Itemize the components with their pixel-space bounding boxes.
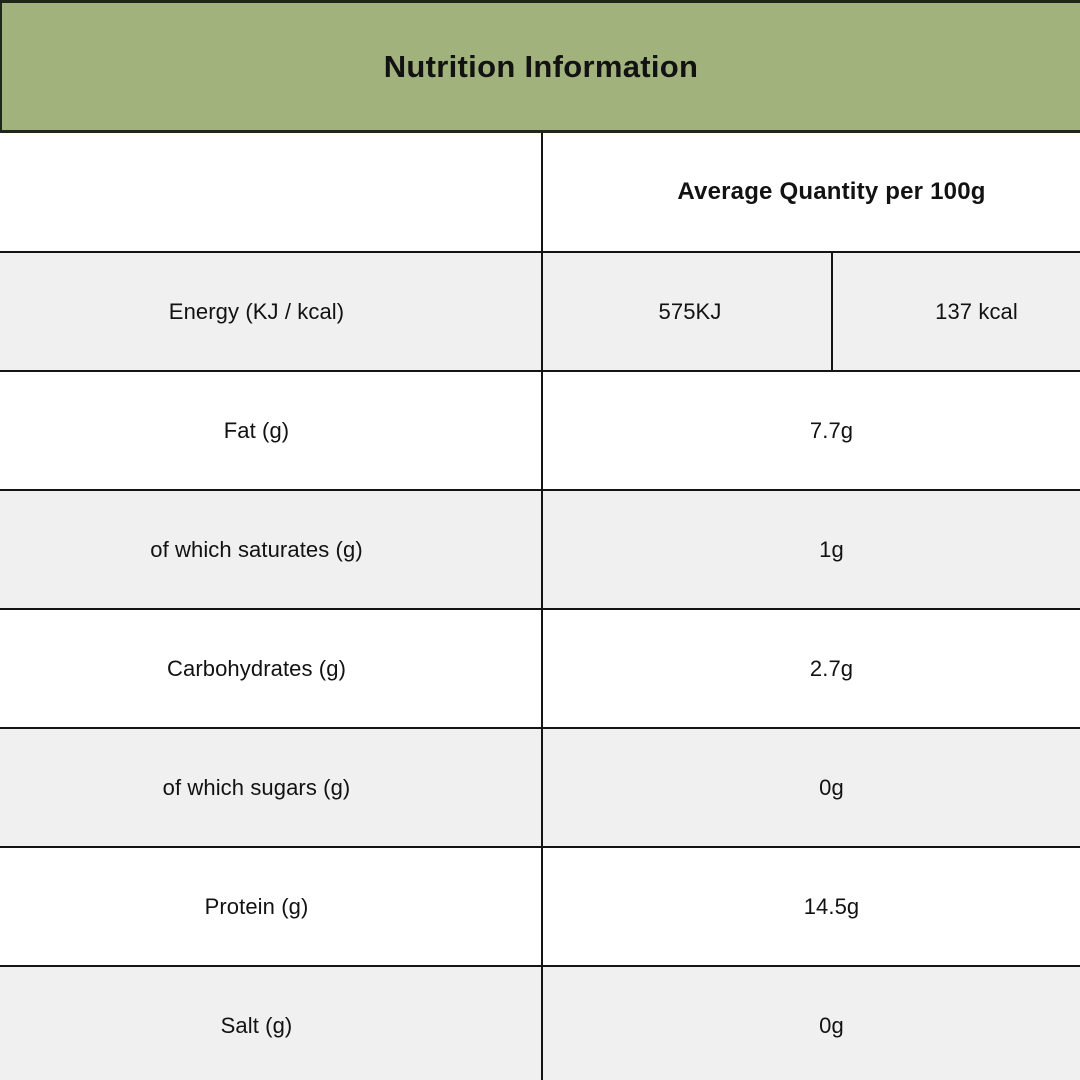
sugars-value-cell: 0g xyxy=(543,729,1080,846)
fat-value: 7.7g xyxy=(809,417,854,443)
salt-label-cell: Salt (g) xyxy=(0,967,543,1080)
table-header-row: Average Quantity per 100g xyxy=(0,133,1080,253)
carbohydrates-label: Carbohydrates (g) xyxy=(167,655,346,681)
row-protein: Protein (g) 14.5g xyxy=(0,848,1080,967)
saturates-label: of which saturates (g) xyxy=(150,536,363,562)
page-title: Nutrition Information xyxy=(383,48,699,84)
saturates-label-cell: of which saturates (g) xyxy=(0,491,543,608)
row-carbohydrates: Carbohydrates (g) 2.7g xyxy=(0,610,1080,729)
saturates-value-cell: 1g xyxy=(543,491,1080,608)
header-empty-cell xyxy=(0,133,543,251)
fat-value-cell: 7.7g xyxy=(543,372,1080,489)
carbohydrates-value: 2.7g xyxy=(809,655,854,681)
energy-kj-cell: 575KJ xyxy=(543,253,833,370)
header-quantity-cell: Average Quantity per 100g xyxy=(543,133,1080,251)
row-saturates: of which saturates (g) 1g xyxy=(0,491,1080,610)
energy-kcal-value: 137 kcal xyxy=(935,298,1018,324)
salt-value: 0g xyxy=(819,1012,844,1038)
protein-label-cell: Protein (g) xyxy=(0,848,543,965)
fat-label-cell: Fat (g) xyxy=(0,372,543,489)
energy-label-cell: Energy (KJ / kcal) xyxy=(0,253,543,370)
protein-value: 14.5g xyxy=(803,893,860,919)
sugars-value: 0g xyxy=(819,774,844,800)
row-energy: Energy (KJ / kcal) 575KJ 137 kcal xyxy=(0,253,1080,372)
sugars-label-cell: of which sugars (g) xyxy=(0,729,543,846)
quantity-column-header: Average Quantity per 100g xyxy=(677,178,986,205)
row-sugars: of which sugars (g) 0g xyxy=(0,729,1080,848)
energy-kcal-cell: 137 kcal xyxy=(833,253,1080,370)
row-salt: Salt (g) 0g xyxy=(0,967,1080,1080)
saturates-value: 1g xyxy=(819,536,844,562)
row-fat: Fat (g) 7.7g xyxy=(0,372,1080,491)
title-banner: Nutrition Information xyxy=(0,0,1080,133)
salt-label: Salt (g) xyxy=(220,1012,293,1038)
carbohydrates-value-cell: 2.7g xyxy=(543,610,1080,727)
salt-value-cell: 0g xyxy=(543,967,1080,1080)
sugars-label: of which sugars (g) xyxy=(162,774,351,800)
protein-value-cell: 14.5g xyxy=(543,848,1080,965)
energy-label: Energy (KJ / kcal) xyxy=(168,298,345,324)
protein-label: Protein (g) xyxy=(204,893,309,919)
energy-kj-value: 575KJ xyxy=(658,298,722,324)
fat-label: Fat (g) xyxy=(223,417,290,443)
carbohydrates-label-cell: Carbohydrates (g) xyxy=(0,610,543,727)
